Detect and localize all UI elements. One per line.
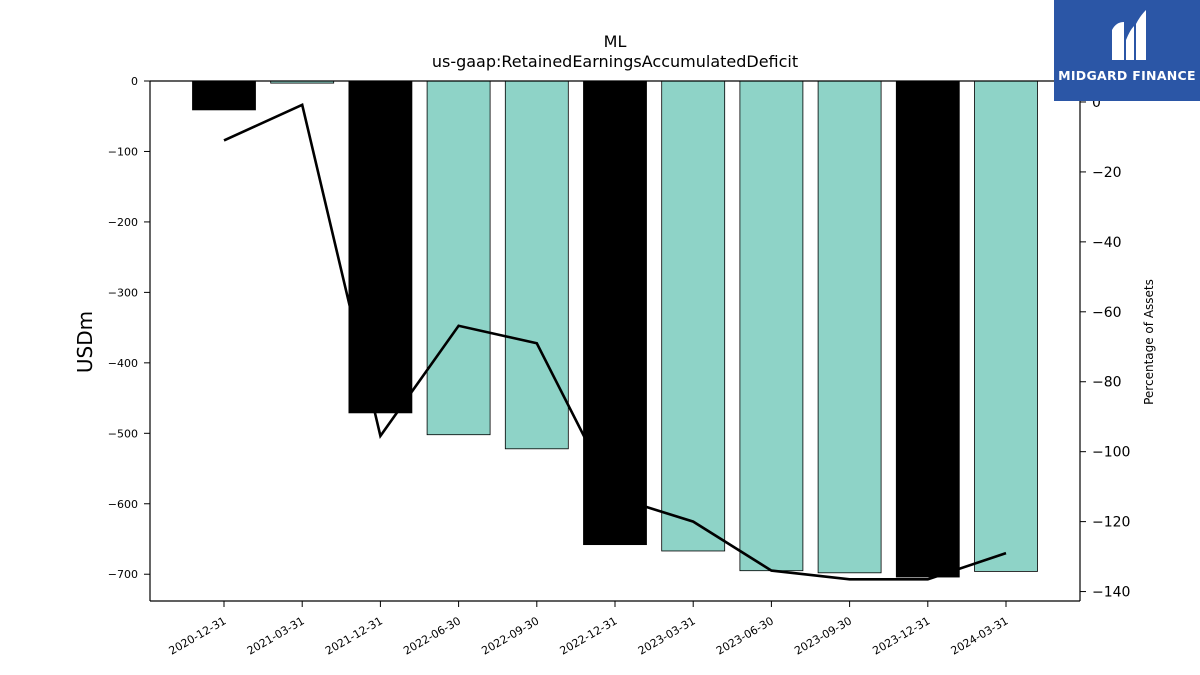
bar <box>895 80 960 578</box>
bar <box>739 80 804 572</box>
x-tick-label: 2023-09-30 <box>792 614 854 657</box>
bar <box>504 80 569 450</box>
y2-tick-label: −140 <box>1092 585 1130 601</box>
y-tick-label: −700 <box>108 568 138 581</box>
y-tick-label: −500 <box>108 427 138 440</box>
x-tick-label: 2023-12-31 <box>870 614 932 657</box>
y2-axis-label: Percentage of Assets <box>1142 279 1156 405</box>
brand-logo: MIDGARD FINANCE <box>1054 0 1200 101</box>
y2-tick-label: −60 <box>1092 305 1122 321</box>
x-tick-label: 2022-06-30 <box>401 614 463 657</box>
y-tick-label: −300 <box>108 286 138 299</box>
bar <box>974 80 1038 572</box>
x-tick-label: 2024-03-31 <box>949 614 1011 657</box>
x-tick-label: 2022-09-30 <box>479 614 541 657</box>
y-tick-label: −200 <box>108 216 138 229</box>
x-tick-label: 2023-03-31 <box>636 614 698 657</box>
bar <box>661 80 726 552</box>
y2-tick-label: −80 <box>1092 375 1122 391</box>
x-tick-label: 2021-03-31 <box>245 614 307 657</box>
y-tick-label: −600 <box>108 498 138 511</box>
y2-tick-label: −100 <box>1092 445 1130 461</box>
logo-text: MIDGARD FINANCE <box>1058 68 1196 83</box>
chart-title: ML <box>603 32 627 51</box>
chart-subtitle: us-gaap:RetainedEarningsAccumulatedDefic… <box>431 52 799 71</box>
y-tick-label: −400 <box>108 357 138 370</box>
line-series <box>223 102 1007 581</box>
bar <box>426 80 491 436</box>
x-tick-label: 2023-06-30 <box>714 614 776 657</box>
y-axis-label: USDm <box>73 310 97 374</box>
y2-tick-label: −40 <box>1092 235 1122 251</box>
y2-tick-label: 0 <box>1092 95 1101 111</box>
bar <box>817 80 882 574</box>
bar <box>192 80 256 111</box>
bar <box>348 80 413 414</box>
bar <box>583 80 647 546</box>
x-tick-label: 2022-12-31 <box>558 614 620 657</box>
y-tick-label: −100 <box>108 145 138 158</box>
y2-tick-label: −20 <box>1092 165 1122 181</box>
logo-mark-icon <box>1112 10 1146 60</box>
y-tick-label: 0 <box>131 75 138 88</box>
x-tick-label: 2020-12-31 <box>167 614 229 657</box>
y2-tick-label: −120 <box>1092 515 1130 531</box>
x-tick-label: 2021-12-31 <box>323 614 385 657</box>
